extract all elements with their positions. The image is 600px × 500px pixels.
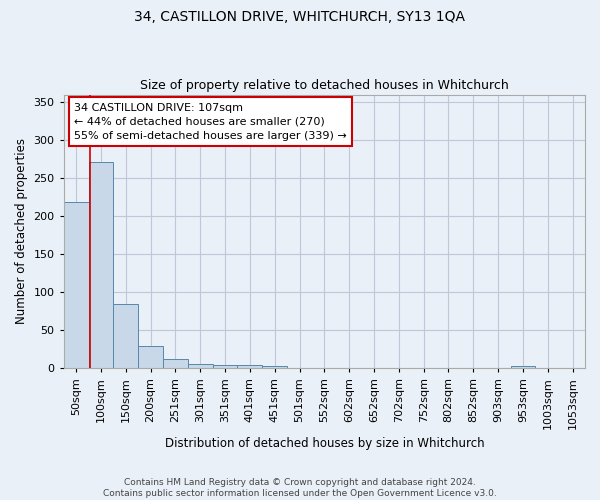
Bar <box>138 346 163 368</box>
Text: 34 CASTILLON DRIVE: 107sqm
← 44% of detached houses are smaller (270)
55% of sem: 34 CASTILLON DRIVE: 107sqm ← 44% of deta… <box>74 103 347 141</box>
Bar <box>511 366 535 368</box>
Bar <box>89 162 113 368</box>
Title: Size of property relative to detached houses in Whitchurch: Size of property relative to detached ho… <box>140 79 509 92</box>
Bar <box>262 366 287 368</box>
Text: Contains HM Land Registry data © Crown copyright and database right 2024.
Contai: Contains HM Land Registry data © Crown c… <box>103 478 497 498</box>
Text: 34, CASTILLON DRIVE, WHITCHURCH, SY13 1QA: 34, CASTILLON DRIVE, WHITCHURCH, SY13 1Q… <box>134 10 466 24</box>
Bar <box>163 359 188 368</box>
Bar <box>238 365 262 368</box>
Bar <box>64 202 89 368</box>
Bar <box>212 365 238 368</box>
Bar <box>188 364 212 368</box>
X-axis label: Distribution of detached houses by size in Whitchurch: Distribution of detached houses by size … <box>164 437 484 450</box>
Bar <box>113 304 138 368</box>
Y-axis label: Number of detached properties: Number of detached properties <box>15 138 28 324</box>
